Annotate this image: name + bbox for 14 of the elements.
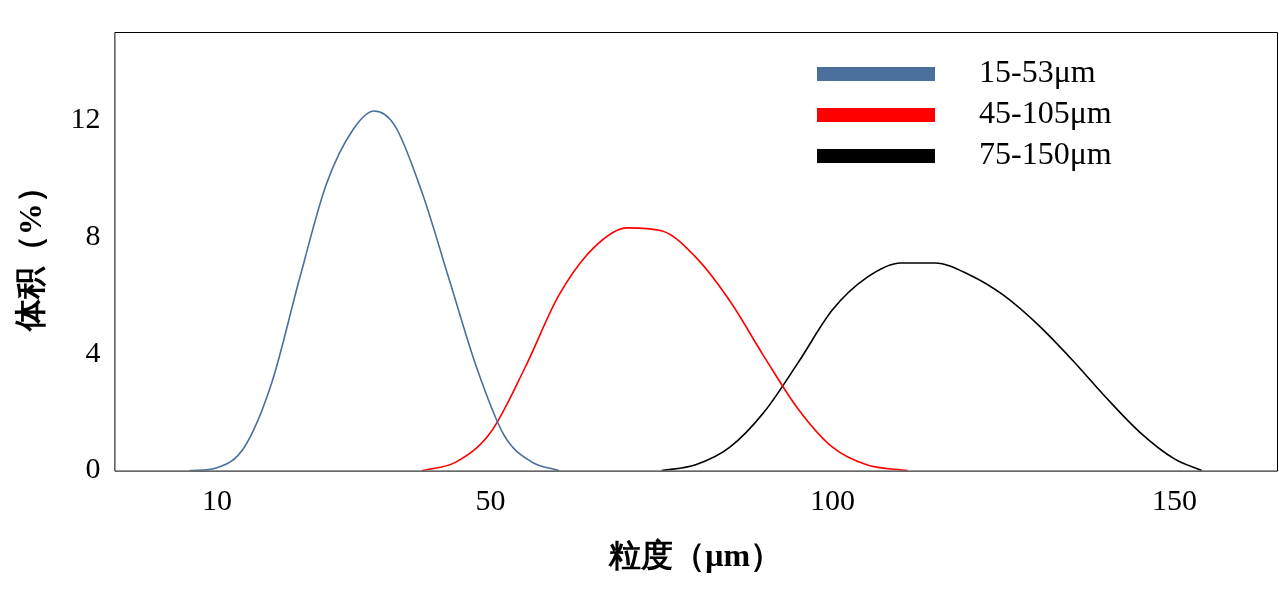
x-tick-label: 150: [1151, 483, 1197, 517]
y-tick-label: 8: [85, 217, 101, 251]
line-series: [421, 227, 909, 471]
legend-label: 45-105μm: [979, 94, 1112, 131]
x-tick-label: 100: [809, 483, 855, 517]
x-tick-label: 50: [475, 483, 506, 517]
y-tick-label: 4: [85, 334, 101, 368]
y-axis-title: 体积（%）: [12, 171, 49, 333]
x-tick-label: 10: [201, 483, 232, 517]
legend-label: 15-53μm: [979, 53, 1096, 90]
x-axis-title: 粒度（μm）: [608, 537, 783, 574]
y-tick-label: 0: [85, 451, 101, 485]
y-tick-label: 12: [70, 100, 101, 134]
legend-label: 75-150μm: [979, 135, 1112, 172]
